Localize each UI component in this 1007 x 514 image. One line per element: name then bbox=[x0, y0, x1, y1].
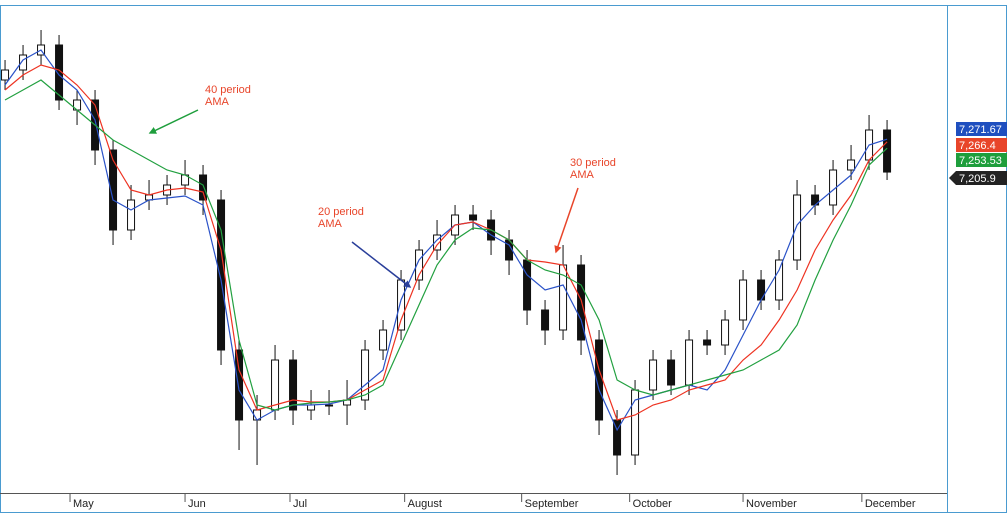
price-badge bbox=[956, 122, 1007, 136]
candle bbox=[217, 190, 226, 365]
candle-body bbox=[649, 359, 658, 391]
candle bbox=[739, 270, 748, 330]
annotation-arrow bbox=[554, 187, 579, 254]
candle-body bbox=[433, 234, 442, 251]
candle-body bbox=[541, 309, 550, 331]
annotation-text: 40 period bbox=[205, 84, 251, 96]
candle bbox=[631, 380, 640, 465]
candle bbox=[703, 330, 712, 355]
candle-body bbox=[667, 359, 676, 386]
price-badge-label: 7,266.4 bbox=[959, 140, 996, 152]
candle-body bbox=[721, 319, 730, 346]
candle-body bbox=[19, 54, 28, 71]
annotation-text: AMA bbox=[318, 218, 343, 230]
x-tick-label: May bbox=[73, 498, 94, 510]
candle-body bbox=[523, 259, 532, 311]
candle-body bbox=[1, 69, 10, 81]
candle-body bbox=[379, 329, 388, 351]
candle-body bbox=[325, 404, 334, 407]
candle-body bbox=[271, 359, 280, 411]
candle-body bbox=[703, 339, 712, 346]
candle-body bbox=[775, 259, 784, 301]
candle-body bbox=[127, 199, 136, 231]
candle-body bbox=[469, 214, 478, 221]
annotation-text: 30 period bbox=[570, 157, 616, 169]
candle bbox=[235, 340, 244, 450]
annotation-arrow bbox=[351, 241, 412, 288]
annotation-arrow bbox=[148, 109, 199, 134]
candle bbox=[649, 350, 658, 400]
candle-body bbox=[199, 174, 208, 201]
candle-body bbox=[739, 279, 748, 321]
candle bbox=[289, 350, 298, 425]
candle-body bbox=[361, 349, 370, 401]
candle bbox=[109, 140, 118, 245]
annotation-text: AMA bbox=[570, 169, 595, 181]
candle bbox=[577, 255, 586, 355]
price-badge bbox=[956, 153, 1007, 167]
x-tick-label: November bbox=[746, 498, 797, 510]
candle bbox=[667, 350, 676, 395]
candle bbox=[721, 310, 730, 355]
x-tick-label: September bbox=[525, 498, 579, 510]
candle-body bbox=[577, 264, 586, 341]
candle-body bbox=[793, 194, 802, 261]
ama-line bbox=[4, 64, 888, 421]
candle-body bbox=[109, 149, 118, 231]
candle bbox=[19, 45, 28, 80]
annotation-text: 20 period bbox=[318, 206, 364, 218]
price-badge bbox=[949, 171, 1007, 185]
frame bbox=[0, 5, 1007, 513]
price-badge-label: 7,253.53 bbox=[959, 155, 1002, 167]
candle-body bbox=[847, 159, 856, 171]
price-badge bbox=[956, 138, 1007, 152]
candle bbox=[379, 320, 388, 360]
ama-line bbox=[4, 79, 888, 411]
price-badge-label: 7,271.67 bbox=[959, 124, 1002, 136]
candle bbox=[541, 300, 550, 345]
candle-body bbox=[397, 279, 406, 331]
candle-body bbox=[289, 359, 298, 411]
candle bbox=[415, 240, 424, 290]
candle bbox=[775, 250, 784, 310]
x-tick-label: October bbox=[633, 498, 672, 510]
candle-body bbox=[235, 349, 244, 421]
candle bbox=[361, 340, 370, 410]
annotation-text: AMA bbox=[205, 96, 230, 108]
x-tick-label: December bbox=[865, 498, 916, 510]
x-tick-label: August bbox=[408, 498, 442, 510]
x-tick-label: Jul bbox=[293, 498, 307, 510]
price-badge-label: 7,205.9 bbox=[959, 173, 996, 185]
x-tick-label: Jun bbox=[188, 498, 206, 510]
candle bbox=[469, 205, 478, 230]
candle-body bbox=[415, 249, 424, 281]
candle bbox=[127, 185, 136, 240]
ama-line bbox=[4, 49, 888, 432]
candle-body bbox=[307, 404, 316, 411]
candle-body bbox=[685, 339, 694, 386]
